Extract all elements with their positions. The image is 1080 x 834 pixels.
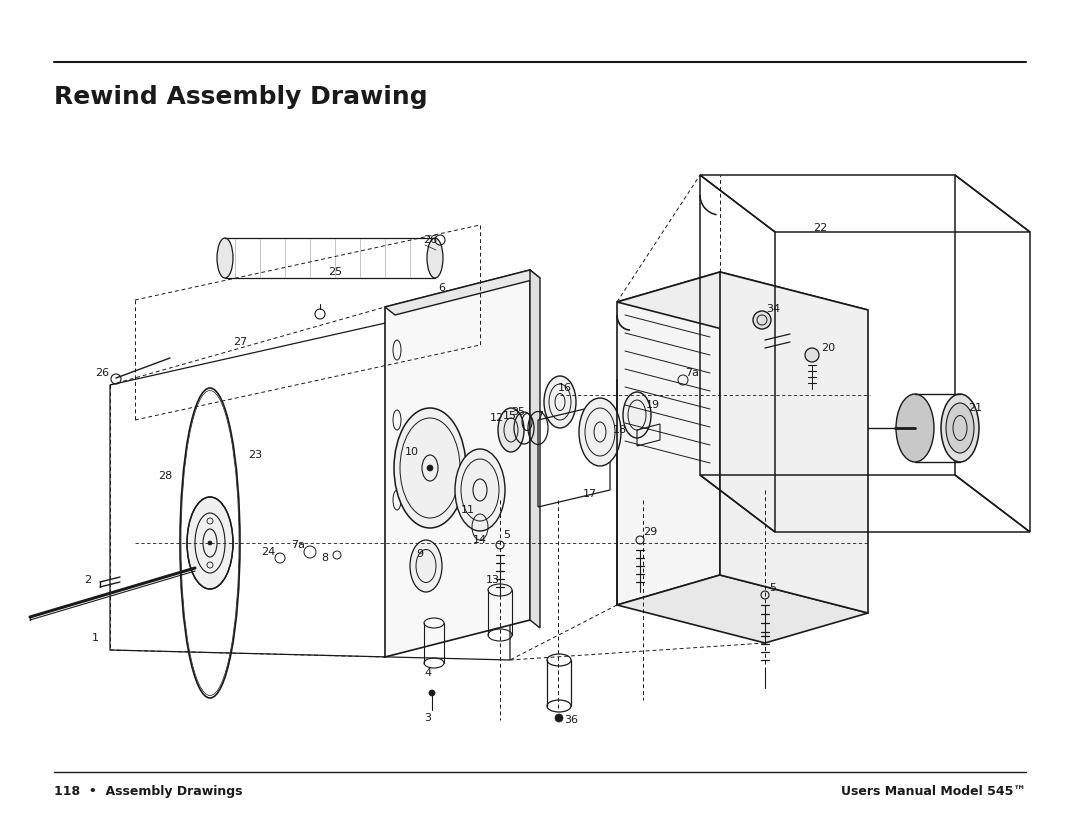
Text: 7a: 7a bbox=[685, 368, 699, 378]
Text: Users Manual Model 545™: Users Manual Model 545™ bbox=[841, 785, 1026, 798]
Text: 3: 3 bbox=[424, 713, 432, 723]
Text: 26: 26 bbox=[95, 368, 109, 378]
Text: 1: 1 bbox=[92, 633, 98, 643]
Text: 36: 36 bbox=[564, 715, 578, 725]
Circle shape bbox=[208, 541, 212, 545]
Text: 7: 7 bbox=[537, 411, 543, 421]
Text: 25: 25 bbox=[328, 267, 342, 277]
Text: 22: 22 bbox=[813, 223, 827, 233]
Text: Rewind Assembly Drawing: Rewind Assembly Drawing bbox=[54, 85, 428, 109]
Ellipse shape bbox=[427, 238, 443, 278]
Ellipse shape bbox=[941, 394, 978, 462]
Ellipse shape bbox=[394, 408, 465, 528]
Text: 13: 13 bbox=[486, 575, 500, 585]
Circle shape bbox=[753, 311, 771, 329]
Polygon shape bbox=[617, 272, 720, 605]
Text: 29: 29 bbox=[643, 527, 657, 537]
Ellipse shape bbox=[498, 408, 524, 452]
Circle shape bbox=[555, 714, 563, 722]
Text: 34: 34 bbox=[766, 304, 780, 314]
Ellipse shape bbox=[623, 392, 651, 438]
Text: 4: 4 bbox=[424, 668, 432, 678]
Text: 7a: 7a bbox=[291, 540, 305, 550]
Text: 35: 35 bbox=[511, 407, 525, 417]
Text: 17: 17 bbox=[583, 489, 597, 499]
Text: 23: 23 bbox=[248, 450, 262, 460]
Text: 6: 6 bbox=[438, 283, 446, 293]
Ellipse shape bbox=[544, 376, 576, 428]
Text: 28: 28 bbox=[158, 471, 172, 481]
Text: 12: 12 bbox=[490, 413, 504, 423]
Polygon shape bbox=[384, 270, 530, 657]
Text: 26: 26 bbox=[423, 235, 437, 245]
Text: 10: 10 bbox=[405, 447, 419, 457]
Polygon shape bbox=[530, 270, 540, 628]
Text: 27: 27 bbox=[233, 337, 247, 347]
Text: 14: 14 bbox=[473, 535, 487, 545]
Text: 16: 16 bbox=[558, 383, 572, 393]
Ellipse shape bbox=[896, 394, 934, 462]
Text: 5: 5 bbox=[503, 530, 511, 540]
Ellipse shape bbox=[187, 497, 233, 589]
Polygon shape bbox=[720, 272, 868, 613]
Text: 5: 5 bbox=[769, 583, 777, 593]
Circle shape bbox=[805, 348, 819, 362]
Text: 21: 21 bbox=[968, 403, 982, 413]
Text: 19: 19 bbox=[646, 400, 660, 410]
Ellipse shape bbox=[217, 238, 233, 278]
Text: 2: 2 bbox=[84, 575, 92, 585]
Ellipse shape bbox=[579, 398, 621, 466]
Circle shape bbox=[427, 465, 433, 471]
Ellipse shape bbox=[946, 403, 974, 453]
Circle shape bbox=[429, 690, 435, 696]
Text: 24: 24 bbox=[261, 547, 275, 557]
Text: 118  •  Assembly Drawings: 118 • Assembly Drawings bbox=[54, 785, 243, 798]
Polygon shape bbox=[617, 272, 868, 340]
Text: 8: 8 bbox=[322, 553, 328, 563]
Text: 9: 9 bbox=[417, 549, 423, 559]
Ellipse shape bbox=[455, 449, 505, 531]
Text: 15: 15 bbox=[503, 411, 517, 421]
Text: 20: 20 bbox=[821, 343, 835, 353]
Ellipse shape bbox=[410, 540, 442, 592]
Text: 18: 18 bbox=[613, 425, 627, 435]
Polygon shape bbox=[384, 270, 540, 315]
Text: 11: 11 bbox=[461, 505, 475, 515]
Polygon shape bbox=[617, 575, 868, 643]
